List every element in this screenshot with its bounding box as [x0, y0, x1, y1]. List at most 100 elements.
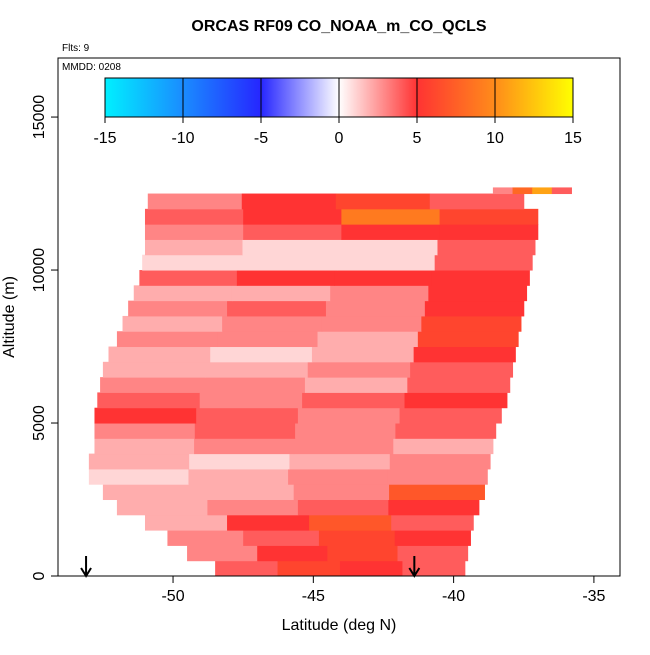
- heatmap-cell: [407, 377, 511, 393]
- heatmap-cell: [394, 530, 471, 546]
- heatmap-cell: [387, 468, 488, 485]
- latitude-marker: [80, 556, 92, 578]
- y-tick-label: 0: [31, 571, 48, 580]
- heatmap-cell: [339, 560, 403, 577]
- heatmap-cell: [532, 187, 553, 195]
- colorbar-tick-label: 5: [413, 130, 422, 147]
- heatmap-cell: [205, 361, 309, 378]
- heatmap-cell: [325, 300, 426, 317]
- heatmap-cell: [339, 239, 438, 256]
- heatmap-cell: [302, 392, 406, 409]
- heatmap-cell: [341, 208, 441, 225]
- latitude-marker: [408, 556, 421, 578]
- heatmap-cell: [227, 514, 310, 531]
- heatmap-cell: [231, 285, 331, 302]
- colorbar-tick-label: -15: [93, 130, 116, 147]
- heatmap-cell: [512, 187, 533, 195]
- heatmap-cell: [309, 514, 392, 531]
- heatmap-cell: [317, 331, 419, 348]
- heatmap-cell: [102, 484, 199, 501]
- heatmap-cell: [139, 270, 238, 286]
- heatmap-cell: [413, 346, 516, 363]
- heatmap-cell: [330, 285, 429, 302]
- heatmap-cell: [241, 193, 337, 210]
- heatmap-cell: [318, 530, 396, 546]
- x-tick-label: -50: [161, 588, 184, 605]
- heatmap-cell: [97, 392, 201, 409]
- heatmap-cell: [434, 254, 533, 271]
- heatmap-cell: [194, 423, 296, 439]
- heatmap-cell: [404, 392, 508, 409]
- heatmap-cell: [335, 193, 431, 210]
- heatmap-cell: [222, 315, 323, 332]
- heatmap-cell: [142, 254, 241, 271]
- heatmap-cell: [337, 254, 436, 271]
- heatmap-cell: [94, 423, 196, 439]
- heatmap-cell: [128, 300, 228, 317]
- heatmap-cell: [417, 331, 519, 348]
- heatmap-cell: [389, 453, 491, 470]
- heatmap-cell: [297, 499, 389, 516]
- heatmap-cell: [188, 468, 289, 485]
- heatmap-cell: [391, 514, 474, 531]
- heatmap-cell: [431, 270, 530, 286]
- heatmap-cell: [424, 300, 525, 317]
- heatmap-cell: [88, 453, 190, 470]
- heatmap-cell: [116, 331, 218, 348]
- heatmap-cell: [122, 315, 223, 332]
- heatmap-cell: [199, 392, 303, 409]
- colorbar-tick-label: 15: [564, 130, 582, 147]
- heatmap-cell: [196, 407, 299, 424]
- heatmap-cell: [194, 438, 295, 455]
- heatmap-cell: [388, 499, 480, 516]
- heatmap-cell: [288, 468, 389, 485]
- heatmap-cell: [88, 468, 189, 485]
- heatmap-cell: [144, 208, 244, 225]
- heatmap-cell: [293, 438, 394, 455]
- date-label: MMDD: 0208: [62, 62, 121, 73]
- heatmap-cell: [94, 438, 195, 455]
- plot-frame: [57, 57, 621, 577]
- heatmap-cell: [133, 285, 233, 302]
- heatmap-cell: [202, 377, 306, 393]
- heatmap-cell: [289, 453, 391, 470]
- heatmap-cell: [395, 423, 497, 439]
- heatmap-cell: [144, 224, 244, 240]
- heatmap-cell: [108, 346, 211, 363]
- chart-title: ORCAS RF09 CO_NOAA_m_CO_QCLS: [191, 18, 487, 35]
- heatmap-cell: [147, 193, 243, 210]
- colorbar-tick-label: -5: [254, 130, 268, 147]
- heatmap: [88, 187, 572, 577]
- heatmap-cell: [311, 346, 415, 363]
- heatmap-cell: [341, 224, 441, 240]
- heatmap-cell: [551, 187, 572, 195]
- heatmap-cell: [334, 270, 433, 286]
- x-tick-label: -35: [582, 588, 605, 605]
- heatmap-cell: [321, 315, 422, 332]
- heatmap-cell: [215, 560, 279, 577]
- heatmap-cell: [402, 560, 466, 577]
- heatmap-cell: [304, 377, 408, 393]
- heatmap-cell: [393, 438, 494, 455]
- heatmap-cell: [243, 224, 342, 240]
- heatmap-cell: [439, 208, 539, 225]
- heatmap-cell: [102, 361, 206, 378]
- colorbar-tick-label: 0: [335, 130, 344, 147]
- heatmap-cell: [410, 361, 514, 378]
- heatmap-cell: [100, 377, 203, 393]
- heatmap-cell: [429, 193, 525, 210]
- heatmap-cell: [167, 530, 244, 546]
- heatmap-cell: [198, 484, 295, 501]
- flights-label: Flts: 9: [62, 43, 90, 54]
- heatmap-cell: [239, 254, 338, 271]
- heatmap-cell: [207, 499, 299, 516]
- x-axis-label: Latitude (deg N): [282, 617, 397, 634]
- y-axis-label: Altitude (m): [1, 276, 18, 358]
- colorbar-tick-label: -10: [171, 130, 194, 147]
- heatmap-cell: [242, 239, 341, 256]
- heatmap-cell: [243, 530, 320, 546]
- heatmap-cell: [243, 208, 342, 225]
- heatmap-cell: [439, 224, 539, 240]
- heatmap-cell: [399, 407, 502, 424]
